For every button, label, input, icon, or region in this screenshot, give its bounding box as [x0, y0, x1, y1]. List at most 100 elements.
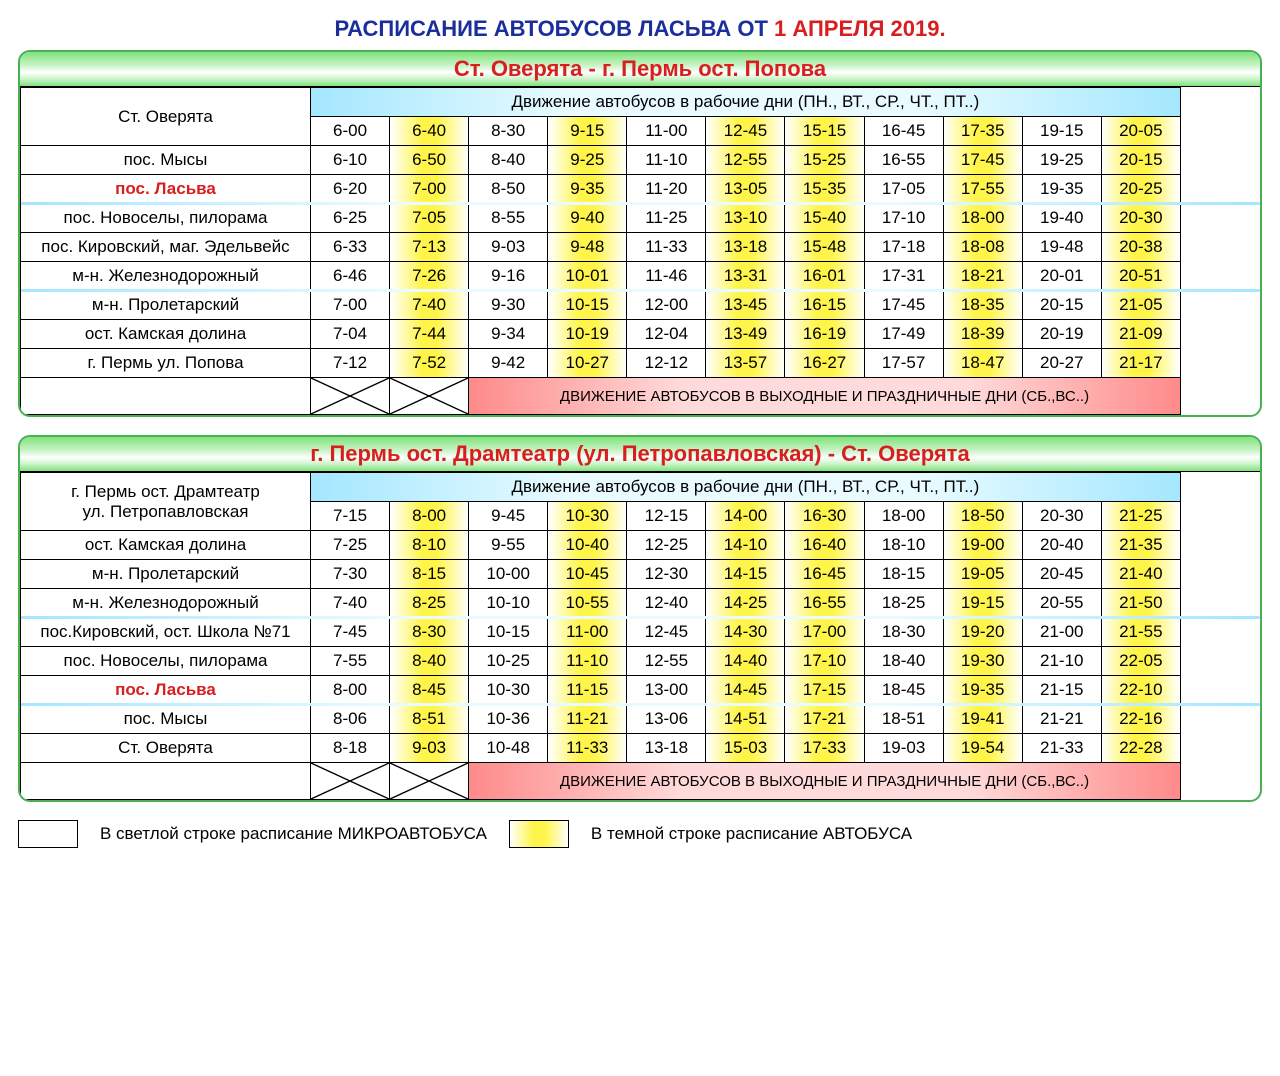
time-cell: 8-40: [469, 146, 548, 175]
time-cell: 14-00: [706, 502, 785, 531]
time-cell: 14-51: [706, 705, 785, 734]
time-cell: 20-40: [1022, 531, 1101, 560]
time-cell: 10-30: [469, 676, 548, 705]
time-cell: 18-47: [943, 349, 1022, 378]
table-row: пос. Новоселы, пилорама6-257-058-559-401…: [21, 204, 1260, 233]
stop-name: г. Пермь ул. Попова: [21, 349, 311, 378]
stop-name: Ст. Оверята: [21, 734, 311, 763]
time-cell: 12-55: [706, 146, 785, 175]
time-cell: 17-10: [785, 647, 864, 676]
time-cell: 16-40: [785, 531, 864, 560]
time-cell: 9-03: [469, 233, 548, 262]
time-cell: 9-35: [548, 175, 627, 204]
time-cell: 17-35: [943, 117, 1022, 146]
time-cell: 7-45: [311, 618, 390, 647]
table-row: пос.Кировский, ост. Школа №717-458-3010-…: [21, 618, 1260, 647]
time-cell: 7-13: [390, 233, 469, 262]
time-cell: 18-39: [943, 320, 1022, 349]
table-row: пос. Новоселы, пилорама7-558-4010-2511-1…: [21, 647, 1260, 676]
schedule-table: Ст. ОверятаДвижение автобусов в рабочие …: [20, 87, 1260, 415]
time-cell: 19-54: [943, 734, 1022, 763]
time-cell: 9-45: [469, 502, 548, 531]
time-cell: 18-30: [864, 618, 943, 647]
time-cell: 18-15: [864, 560, 943, 589]
stop-name: пос. Ласьва: [21, 175, 311, 204]
time-cell: 11-25: [627, 204, 706, 233]
workday-header: Движение автобусов в рабочие дни (ПН., В…: [311, 88, 1181, 117]
time-cell: 19-40: [1022, 204, 1101, 233]
time-cell: 10-45: [548, 560, 627, 589]
time-cell: 11-20: [627, 175, 706, 204]
time-cell: 11-15: [548, 676, 627, 705]
time-cell: 7-15: [311, 502, 390, 531]
time-cell: 18-10: [864, 531, 943, 560]
time-cell: 6-46: [311, 262, 390, 291]
time-cell: 12-00: [627, 291, 706, 320]
time-cell: 8-06: [311, 705, 390, 734]
time-cell: 21-33: [1022, 734, 1101, 763]
time-cell: 14-10: [706, 531, 785, 560]
time-cell: 10-10: [469, 589, 548, 618]
time-cell: 13-18: [706, 233, 785, 262]
time-cell: 7-40: [390, 291, 469, 320]
time-cell: 13-00: [627, 676, 706, 705]
time-cell: 10-48: [469, 734, 548, 763]
time-cell: 18-00: [864, 502, 943, 531]
time-cell: 21-09: [1101, 320, 1180, 349]
time-cell: 11-00: [548, 618, 627, 647]
stop-name: м-н. Пролетарский: [21, 560, 311, 589]
time-cell: 20-01: [1022, 262, 1101, 291]
time-cell: 11-10: [548, 647, 627, 676]
time-cell: 21-00: [1022, 618, 1101, 647]
time-cell: 17-31: [864, 262, 943, 291]
time-cell: 21-50: [1101, 589, 1180, 618]
time-cell: 17-05: [864, 175, 943, 204]
stop-name: пос. Кировский, маг. Эдельвейс: [21, 233, 311, 262]
time-cell: 10-40: [548, 531, 627, 560]
time-cell: 17-15: [785, 676, 864, 705]
time-cell: 17-49: [864, 320, 943, 349]
legend-light-text: В светлой строке расписание МИКРОАВТОБУС…: [100, 824, 487, 844]
stop-name: пос.Кировский, ост. Школа №71: [21, 618, 311, 647]
table-row: пос. Ласьва6-207-008-509-3511-2013-0515-…: [21, 175, 1260, 204]
time-cell: 6-10: [311, 146, 390, 175]
stop-name: пос. Ласьва: [21, 676, 311, 705]
time-cell: 18-21: [943, 262, 1022, 291]
time-cell: 19-35: [943, 676, 1022, 705]
schedule-block: Ст. Оверята - г. Пермь ост. ПоповаСт. Ов…: [18, 50, 1262, 417]
time-cell: 13-49: [706, 320, 785, 349]
stop-name: пос. Новоселы, пилорама: [21, 647, 311, 676]
time-cell: 17-45: [864, 291, 943, 320]
time-cell: 19-03: [864, 734, 943, 763]
time-cell: 9-03: [390, 734, 469, 763]
time-cell: 15-35: [785, 175, 864, 204]
time-cell: 16-27: [785, 349, 864, 378]
time-cell: 10-55: [548, 589, 627, 618]
time-cell: 7-52: [390, 349, 469, 378]
footer-empty: [21, 763, 311, 800]
time-cell: 6-40: [390, 117, 469, 146]
time-cell: 11-00: [627, 117, 706, 146]
time-cell: 16-55: [864, 146, 943, 175]
time-cell: 21-15: [1022, 676, 1101, 705]
time-cell: 10-25: [469, 647, 548, 676]
legend: В светлой строке расписание МИКРОАВТОБУС…: [18, 820, 1262, 848]
time-cell: 18-51: [864, 705, 943, 734]
time-cell: 11-33: [548, 734, 627, 763]
time-cell: 12-12: [627, 349, 706, 378]
crossed-cell: [311, 763, 390, 800]
time-cell: 9-16: [469, 262, 548, 291]
table-row: пос. Мысы6-106-508-409-2511-1012-5515-25…: [21, 146, 1260, 175]
time-cell: 20-30: [1022, 502, 1101, 531]
schedule-block: г. Пермь ост. Драмтеатр (ул. Петропавлов…: [18, 435, 1262, 802]
time-cell: 20-45: [1022, 560, 1101, 589]
crossed-cell: [311, 378, 390, 415]
time-cell: 21-40: [1101, 560, 1180, 589]
time-cell: 13-05: [706, 175, 785, 204]
time-cell: 9-30: [469, 291, 548, 320]
time-cell: 8-00: [390, 502, 469, 531]
time-cell: 22-10: [1101, 676, 1180, 705]
time-cell: 10-27: [548, 349, 627, 378]
table-row: м-н. Железнодорожный7-408-2510-1010-5512…: [21, 589, 1260, 618]
time-cell: 14-45: [706, 676, 785, 705]
